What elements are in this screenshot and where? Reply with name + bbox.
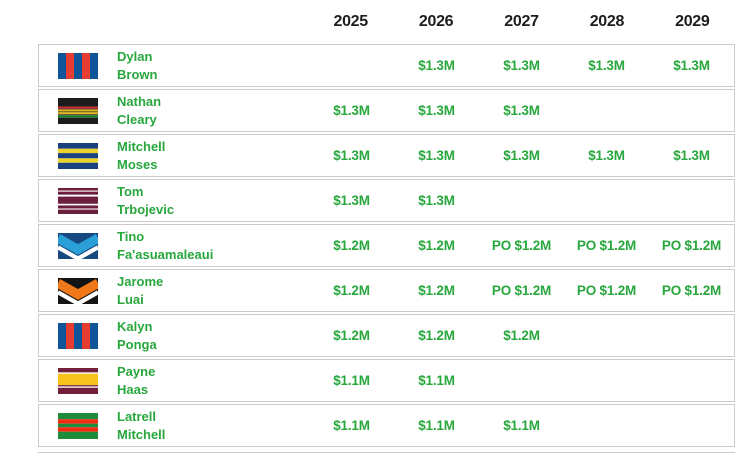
player-row[interactable]: Latrell Mitchell $1.1M $1.1M $1.1M <box>38 404 735 447</box>
player-salary-table: 2025 2026 2027 2028 2029 Dylan Brown $1.… <box>38 0 735 453</box>
player-name: Nathan Cleary <box>117 93 309 129</box>
salary-cell-2026: $1.1M <box>418 373 455 388</box>
player-name: Tino Fa'asuamaleaui <box>117 228 309 264</box>
salary-cell-2026: $1.3M <box>418 103 455 118</box>
player-first-name: Dylan <box>117 48 153 64</box>
year-header-2028: 2028 <box>589 13 625 30</box>
salary-cell-2025: $1.2M <box>333 328 370 343</box>
team-flag-wrap <box>39 232 117 259</box>
player-name: Tom Trbojevic <box>117 183 309 219</box>
player-row[interactable]: Nathan Cleary $1.3M $1.3M $1.3M <box>38 89 735 132</box>
sea-eagles-flag-icon <box>58 187 98 214</box>
salary-cell-2025: $1.3M <box>333 193 370 208</box>
player-last-name: Mitchell <box>117 426 166 442</box>
next-row-partial <box>38 452 735 453</box>
player-name: Latrell Mitchell <box>117 408 309 444</box>
salary-cell-2028: $1.3M <box>588 148 625 163</box>
player-first-name: Jarome <box>117 273 164 289</box>
year-header-2025: 2025 <box>333 13 368 30</box>
team-flag-wrap <box>39 277 117 304</box>
player-row[interactable]: Tom Trbojevic $1.3M $1.3M <box>38 179 735 222</box>
knights-flag-icon <box>58 322 98 349</box>
wests-tigers-flag-icon <box>58 277 98 304</box>
salary-cell-2028: $1.3M <box>588 58 625 73</box>
player-last-name: Moses <box>117 156 158 172</box>
salary-cell-2029: $1.3M <box>673 58 710 73</box>
salary-cell-2025: $1.1M <box>333 418 370 433</box>
player-last-name: Haas <box>117 381 149 397</box>
salary-cell-2026: $1.2M <box>418 328 455 343</box>
salary-cell-2029: PO $1.2M <box>661 283 722 298</box>
player-row[interactable]: Dylan Brown $1.3M $1.3M $1.3M $1.3M <box>38 44 735 87</box>
team-flag-wrap <box>39 97 117 124</box>
player-last-name: Cleary <box>117 111 157 127</box>
salary-cell-2026: $1.2M <box>418 283 455 298</box>
salary-cell-2025: $1.1M <box>333 373 370 388</box>
player-row[interactable]: Kalyn Ponga $1.2M $1.2M $1.2M <box>38 314 735 357</box>
salary-cell-2027: $1.3M <box>503 58 540 73</box>
salary-cell-2029: PO $1.2M <box>661 238 722 253</box>
player-last-name: Luai <box>117 291 144 307</box>
player-name: Kalyn Ponga <box>117 318 309 354</box>
player-last-name: Fa'asuamaleaui <box>117 246 214 262</box>
panthers-flag-icon <box>58 97 98 124</box>
broncos-flag-icon <box>58 367 98 394</box>
salary-cell-2026: $1.3M <box>418 148 455 163</box>
player-name: Jarome Luai <box>117 273 309 309</box>
salary-cell-2025: $1.3M <box>333 148 370 163</box>
team-flag-wrap <box>39 52 117 79</box>
year-header-2029: 2029 <box>675 13 710 30</box>
knights-flag-icon <box>58 52 98 79</box>
player-rows: Dylan Brown $1.3M $1.3M $1.3M $1.3M Nath… <box>38 44 735 447</box>
player-row[interactable]: Mitchell Moses $1.3M $1.3M $1.3M $1.3M $… <box>38 134 735 177</box>
player-last-name: Trbojevic <box>117 201 175 217</box>
player-first-name: Kalyn <box>117 318 153 334</box>
player-first-name: Payne <box>117 363 156 379</box>
salary-cell-2026: $1.3M <box>418 58 455 73</box>
team-flag-wrap <box>39 367 117 394</box>
eels-flag-icon <box>58 142 98 169</box>
salary-cell-2027: $1.3M <box>503 148 540 163</box>
year-header-row: 2025 2026 2027 2028 2029 <box>38 0 735 44</box>
player-name: Mitchell Moses <box>117 138 309 174</box>
player-name: Payne Haas <box>117 363 309 399</box>
salary-cell-2027: $1.1M <box>503 418 540 433</box>
player-last-name: Brown <box>117 66 158 82</box>
year-header-2027: 2027 <box>504 13 539 30</box>
salary-cell-2027: $1.2M <box>503 328 540 343</box>
player-row[interactable]: Tino Fa'asuamaleaui $1.2M $1.2M PO $1.2M… <box>38 224 735 267</box>
rabbitohs-flag-icon <box>58 412 98 439</box>
team-flag-wrap <box>39 142 117 169</box>
team-flag-wrap <box>39 187 117 214</box>
player-last-name: Ponga <box>117 336 157 352</box>
salary-cell-2027: PO $1.2M <box>491 283 552 298</box>
player-row[interactable]: Jarome Luai $1.2M $1.2M PO $1.2M PO $1.2… <box>38 269 735 312</box>
salary-cell-2026: $1.3M <box>418 193 455 208</box>
salary-cell-2026: $1.1M <box>418 418 455 433</box>
player-first-name: Nathan <box>117 93 162 109</box>
salary-cell-2027: PO $1.2M <box>491 238 552 253</box>
salary-cell-2027: $1.3M <box>503 103 540 118</box>
player-first-name: Latrell <box>117 408 157 424</box>
salary-cell-2025: $1.2M <box>333 238 370 253</box>
salary-cell-2026: $1.2M <box>418 238 455 253</box>
team-flag-wrap <box>39 322 117 349</box>
year-header-2026: 2026 <box>418 13 454 30</box>
salary-cell-2025: $1.3M <box>333 103 370 118</box>
salary-cell-2028: PO $1.2M <box>576 238 637 253</box>
salary-cell-2028: PO $1.2M <box>576 283 637 298</box>
salary-cell-2029: $1.3M <box>673 148 710 163</box>
player-name: Dylan Brown <box>117 48 309 84</box>
titans-flag-icon <box>58 232 98 259</box>
player-first-name: Mitchell <box>117 138 166 154</box>
salary-cell-2025: $1.2M <box>333 283 370 298</box>
team-flag-wrap <box>39 412 117 439</box>
player-first-name: Tom <box>117 183 144 199</box>
player-first-name: Tino <box>117 228 145 244</box>
player-row[interactable]: Payne Haas $1.1M $1.1M <box>38 359 735 402</box>
